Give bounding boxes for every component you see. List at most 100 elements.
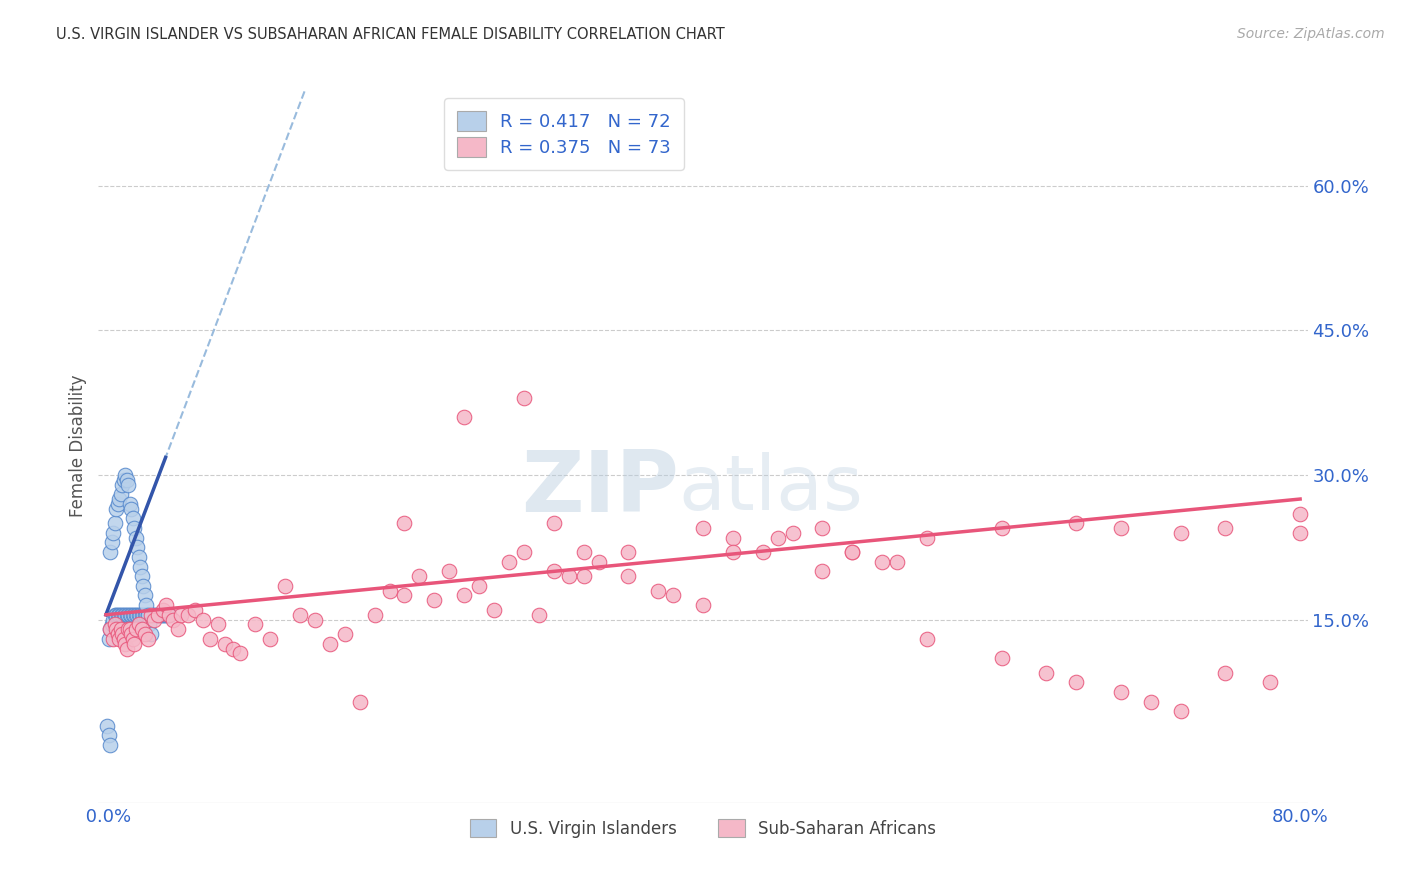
- Point: [207, 617, 229, 632]
- Point: [214, 637, 236, 651]
- Point: [105, 622, 128, 636]
- Point: [169, 607, 191, 622]
- Point: [139, 607, 162, 622]
- Point: [990, 521, 1012, 535]
- Point: [177, 607, 200, 622]
- Point: [572, 569, 595, 583]
- Point: [134, 589, 156, 603]
- Text: ZIP: ZIP: [522, 447, 679, 531]
- Point: [1064, 516, 1087, 530]
- Point: [886, 555, 908, 569]
- Point: [117, 477, 139, 491]
- Point: [136, 607, 159, 622]
- Point: [166, 622, 188, 636]
- Point: [333, 627, 356, 641]
- Point: [115, 607, 138, 622]
- Point: [114, 467, 136, 482]
- Point: [915, 531, 938, 545]
- Point: [1064, 675, 1087, 690]
- Point: [1140, 694, 1163, 708]
- Point: [111, 627, 134, 641]
- Point: [1215, 665, 1237, 680]
- Point: [142, 607, 165, 622]
- Point: [1289, 525, 1312, 540]
- Point: [118, 622, 141, 636]
- Point: [125, 531, 148, 545]
- Point: [423, 593, 446, 607]
- Point: [121, 511, 143, 525]
- Point: [98, 545, 121, 559]
- Point: [243, 617, 266, 632]
- Point: [439, 565, 461, 579]
- Point: [143, 607, 166, 622]
- Point: [162, 613, 184, 627]
- Point: [543, 565, 565, 579]
- Point: [1289, 507, 1312, 521]
- Point: [841, 545, 863, 559]
- Point: [139, 607, 162, 622]
- Point: [662, 589, 685, 603]
- Point: [111, 477, 134, 491]
- Point: [453, 410, 475, 425]
- Point: [121, 607, 143, 622]
- Point: [588, 555, 610, 569]
- Point: [112, 607, 135, 622]
- Point: [617, 569, 640, 583]
- Point: [131, 607, 153, 622]
- Point: [394, 516, 416, 530]
- Point: [408, 569, 430, 583]
- Point: [131, 569, 153, 583]
- Point: [152, 607, 174, 622]
- Point: [191, 613, 214, 627]
- Point: [453, 589, 475, 603]
- Point: [125, 607, 148, 622]
- Point: [152, 603, 174, 617]
- Point: [108, 632, 131, 646]
- Point: [129, 559, 152, 574]
- Point: [112, 473, 135, 487]
- Point: [1170, 525, 1192, 540]
- Point: [811, 521, 834, 535]
- Point: [692, 598, 714, 612]
- Point: [118, 497, 141, 511]
- Point: [101, 535, 124, 549]
- Point: [112, 632, 135, 646]
- Point: [101, 617, 124, 632]
- Point: [274, 579, 297, 593]
- Point: [142, 613, 165, 627]
- Point: [114, 637, 136, 651]
- Text: atlas: atlas: [679, 452, 863, 525]
- Point: [394, 589, 416, 603]
- Point: [721, 545, 744, 559]
- Point: [129, 607, 152, 622]
- Point: [120, 501, 142, 516]
- Point: [103, 525, 125, 540]
- Point: [120, 607, 142, 622]
- Point: [1170, 704, 1192, 718]
- Point: [125, 622, 148, 636]
- Point: [870, 555, 893, 569]
- Point: [378, 583, 401, 598]
- Point: [184, 603, 207, 617]
- Point: [138, 607, 160, 622]
- Point: [104, 617, 127, 632]
- Legend: U.S. Virgin Islanders, Sub-Saharan Africans: U.S. Virgin Islanders, Sub-Saharan Afric…: [463, 813, 943, 845]
- Point: [841, 545, 863, 559]
- Point: [498, 555, 520, 569]
- Point: [103, 613, 125, 627]
- Point: [766, 531, 789, 545]
- Point: [468, 579, 491, 593]
- Point: [157, 607, 180, 622]
- Point: [617, 545, 640, 559]
- Point: [319, 637, 342, 651]
- Text: Source: ZipAtlas.com: Source: ZipAtlas.com: [1237, 27, 1385, 41]
- Point: [1258, 675, 1281, 690]
- Point: [128, 549, 150, 564]
- Point: [363, 607, 385, 622]
- Point: [157, 607, 180, 622]
- Point: [128, 617, 150, 632]
- Point: [121, 632, 143, 646]
- Point: [811, 565, 834, 579]
- Point: [115, 473, 138, 487]
- Point: [259, 632, 281, 646]
